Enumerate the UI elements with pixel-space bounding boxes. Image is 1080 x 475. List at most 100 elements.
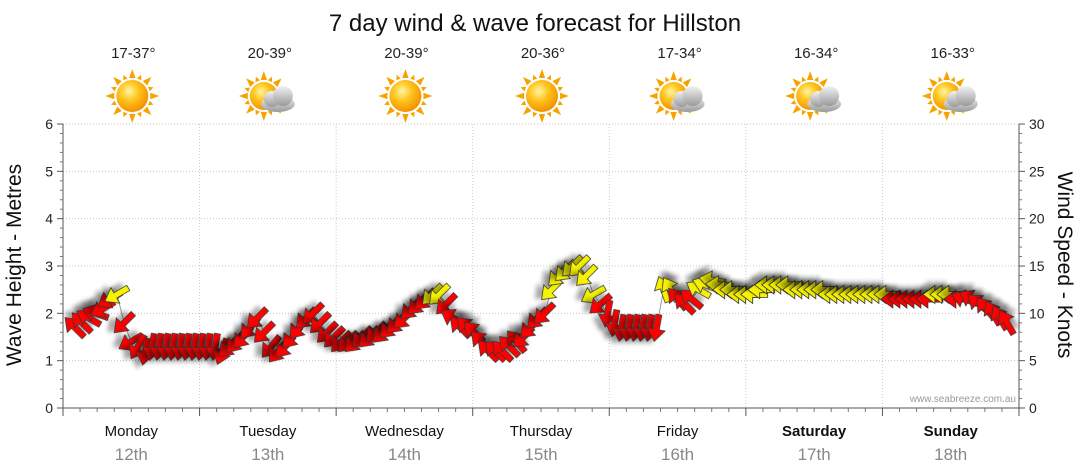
y-right-tick-label: 20 [1029,211,1045,227]
y-right-tick-label: 10 [1029,305,1045,321]
cloud [943,86,978,112]
sun-ray [410,111,415,118]
sun-disc [526,80,558,112]
sun-cloud-icon [921,71,978,121]
wind-arrow-shape [113,310,136,334]
sun-ray [267,76,273,83]
day-date: 13th [251,445,284,464]
sun-ray [532,111,538,118]
sun-ray [792,78,802,87]
cloud-puff [955,86,976,106]
sun-ray [670,71,677,80]
wind-arrow-shape [104,284,131,304]
y-right-tick-label: 5 [1029,353,1037,369]
sun-ray [123,74,128,81]
sun-rays [515,69,569,123]
sun-ray [520,100,527,106]
sun-ray [396,111,401,118]
sun-ray [515,92,524,100]
sun-ray [921,92,931,100]
y-right-tick-label: 30 [1029,116,1045,132]
sun-ray [272,78,282,87]
wind-arrows [64,254,1017,366]
wind-arrow [104,284,131,304]
sun-ray [410,74,415,81]
y-left-tick-label: 5 [45,163,53,179]
sun-ray [560,92,569,100]
sun-ray [532,74,538,81]
sun-rays [378,69,433,123]
day-temperature: 20-36° [521,45,565,62]
sun-ray [943,71,950,80]
day-name: Sunday [924,423,979,440]
day-date: 15th [524,445,557,464]
sun-ray [938,76,943,83]
sun-ray [557,86,564,92]
wind-arrow [436,292,459,315]
day-temperature: 16-33° [931,45,975,62]
wind-arrow [589,292,614,314]
sun-ray [142,106,152,116]
sun-cloud-icon [648,71,705,121]
sun-ray [255,109,260,116]
wind-arrow [680,289,705,311]
sun-ray [129,114,136,123]
wind-arrow [499,336,522,359]
y-right-tick-label: 15 [1029,258,1045,274]
sun-ray [136,111,142,118]
sun-ray [790,87,797,93]
sun-ray [423,92,433,100]
sun-ray [415,76,425,86]
wind-arrow-shape [302,301,326,324]
sun-ray [670,112,677,121]
sun-ray [665,76,670,83]
sun-ray [792,105,802,114]
sun-ray [938,109,943,116]
wind-arrow-shape [646,313,666,342]
sun-ray [402,69,409,78]
day-headers: 17-37° 20-39° 20-39° 20-36° 17-34° 16-34° 16-3… [105,45,978,123]
wind-arrow [569,254,592,277]
sun-ray [402,114,409,123]
wind-arrow [253,320,277,343]
sun-ray [929,78,938,87]
sun-ray [396,74,401,81]
day-temperature: 16-34° [794,45,838,62]
sun-ray [238,92,248,100]
y-left-tick-label: 3 [45,258,53,274]
day-date: 12th [115,445,148,464]
sun-ray [552,76,562,86]
y-right-tick-label: 0 [1029,400,1037,416]
sun-ray [677,76,682,83]
sun-ray [105,92,115,100]
wind-arrow [646,313,666,342]
sun-ray [386,76,395,86]
sun-ray [557,100,564,106]
sun-ray [520,86,527,92]
sun-ray [244,87,250,93]
wind-arrow-shape [534,301,557,324]
day-temperature: 20-39° [248,45,292,62]
sun-ray [522,106,532,116]
y-left-tick-label: 0 [45,400,53,416]
sun-ray [665,109,670,116]
cloud [807,86,842,112]
day-name: Saturday [782,423,847,440]
sun-ray [538,114,546,123]
y-left-tick-label: 1 [45,353,53,369]
wind-arrow-shape [680,289,705,311]
sun-ray [819,78,828,87]
sun-rays [238,71,289,121]
wind-arrow [997,310,1017,337]
sun-ray [147,86,154,92]
sun-ray [150,92,160,100]
sun-ray [814,76,819,83]
sun-icon [378,69,433,123]
sun-ray [142,76,152,86]
sun-ray [378,92,388,100]
day-date: 17th [798,445,831,464]
sun-ray [415,106,425,116]
sun-ray [648,92,658,100]
sun-ray [790,99,797,105]
